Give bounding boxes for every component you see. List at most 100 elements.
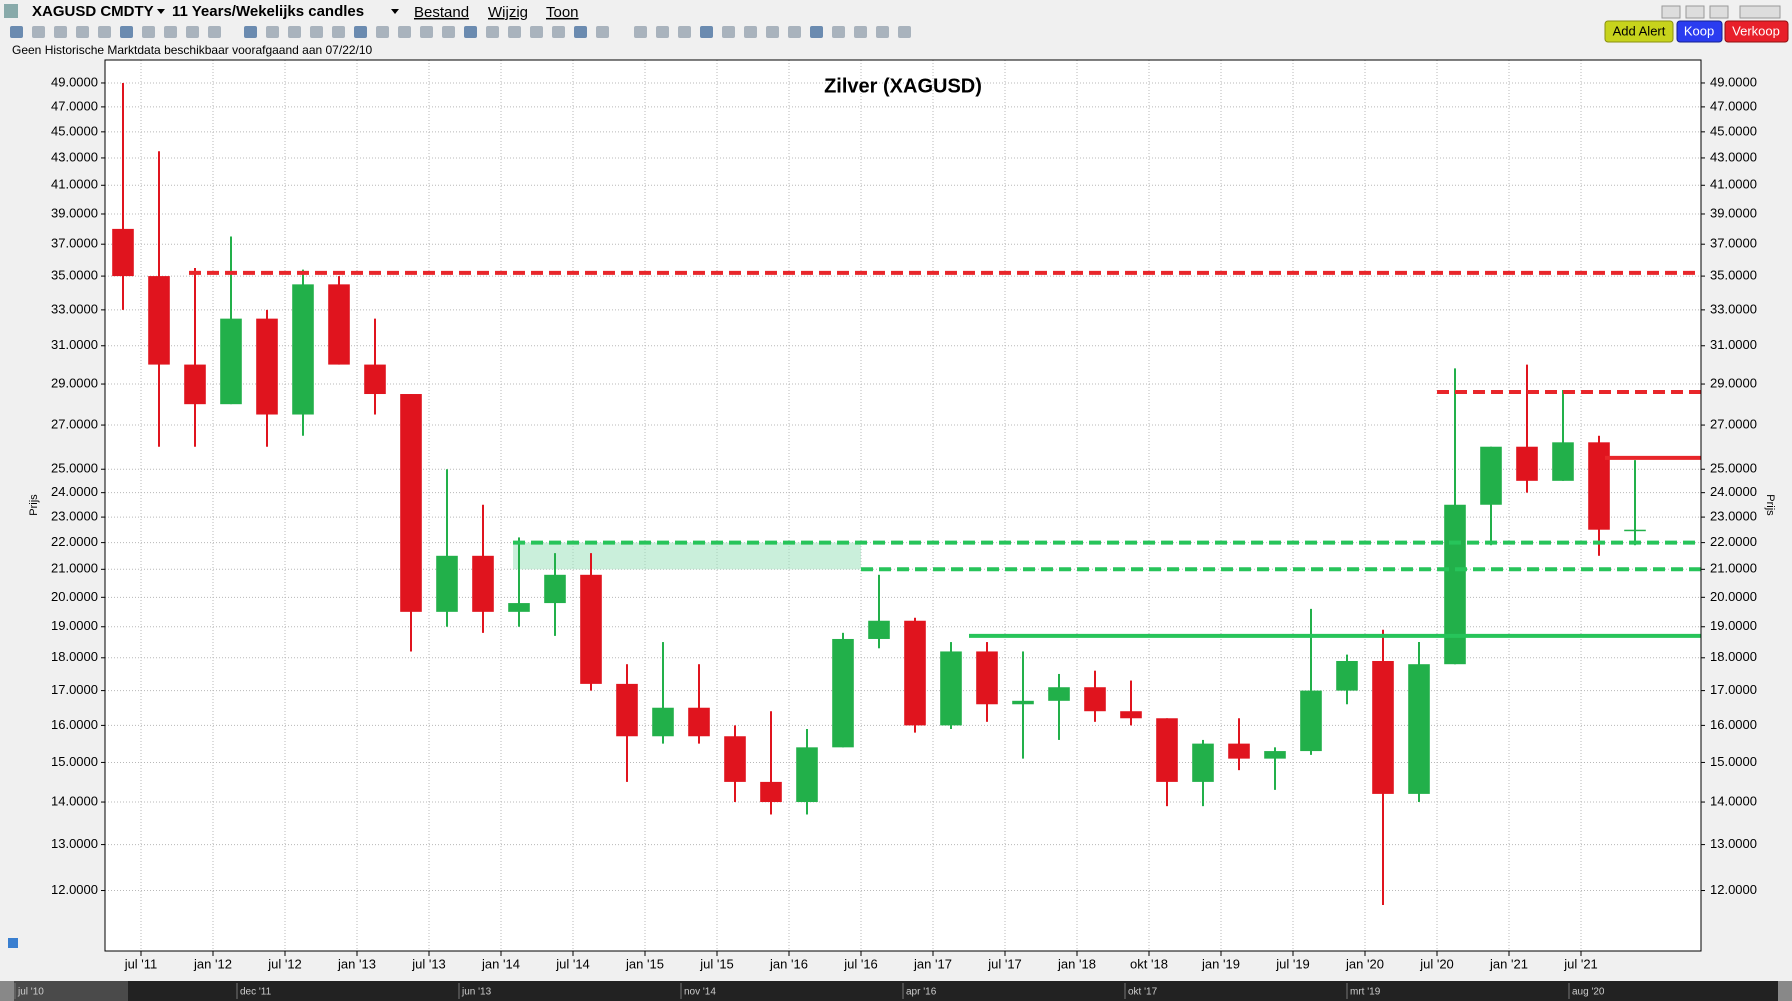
y-tick-label-right: 35.0000 [1710, 268, 1757, 283]
x-tick-label: jan '20 [1345, 956, 1384, 971]
window-button[interactable] [1685, 5, 1705, 19]
side-icon[interactable] [8, 938, 18, 948]
toolbar-icon [98, 26, 111, 38]
x-tick-label: jan '16 [769, 956, 808, 971]
navigator-label: nov '14 [684, 987, 716, 998]
y-tick-label-right: 15.0000 [1710, 754, 1757, 769]
candle-body [1156, 718, 1178, 782]
chart-title: Zilver (XAGUSD) [824, 75, 982, 97]
candle-body [1588, 442, 1610, 530]
navigator-handle[interactable] [1778, 981, 1792, 1001]
toolbar-icons [10, 26, 911, 38]
navigator-label: jul '10 [17, 987, 44, 998]
y-tick-label-right: 43.0000 [1710, 149, 1757, 164]
grid [105, 60, 1701, 951]
candle-body [1120, 711, 1142, 719]
toolbar-icon [508, 26, 521, 38]
y-tick-label: 43.0000 [51, 149, 98, 164]
candle-body [364, 364, 386, 395]
y-tick-label-right: 20.0000 [1710, 589, 1757, 604]
y-tick-label: 19.0000 [51, 618, 98, 633]
y-tick-label: 27.0000 [51, 416, 98, 431]
y-tick-label: 15.0000 [51, 754, 98, 769]
candle-body [148, 276, 170, 365]
add-alert-label[interactable]: Add Alert [1613, 23, 1666, 38]
candle-body [1624, 529, 1646, 532]
candle-body [616, 683, 638, 737]
candle-body [1084, 687, 1106, 712]
candle-body [292, 284, 314, 415]
window-button[interactable] [1709, 5, 1729, 19]
x-tick-label: jul '12 [267, 956, 302, 971]
candle-body [1336, 660, 1358, 691]
y-tick-label-right: 37.0000 [1710, 236, 1757, 251]
y-tick-label-right: 41.0000 [1710, 177, 1757, 192]
candle-body [688, 707, 710, 737]
navigator-label: aug '20 [1572, 987, 1605, 998]
navigator-label: okt '17 [1128, 987, 1158, 998]
candle-body [1192, 743, 1214, 782]
x-tick-label: jul '17 [987, 956, 1022, 971]
buy-button[interactable] [1676, 20, 1723, 43]
navigator-label: jun '13 [461, 987, 492, 998]
buy-label[interactable]: Koop [1684, 23, 1714, 38]
toolbar-icon [310, 26, 323, 38]
toolbar-icon [376, 26, 389, 38]
candle-body [184, 364, 206, 405]
y-tick-label: 16.0000 [51, 717, 98, 732]
toolbar-icon [486, 26, 499, 38]
toolbar-icon [788, 26, 801, 38]
y-tick-label: 41.0000 [51, 177, 98, 192]
x-tick-label: jan '15 [625, 956, 664, 971]
sell-button[interactable] [1724, 20, 1789, 43]
menu[interactable]: Wijzig [488, 4, 528, 21]
menu[interactable]: Toon [546, 4, 579, 21]
navigator-handle[interactable] [0, 981, 14, 1001]
toolbar-icon [120, 26, 133, 38]
y-tick-label: 33.0000 [51, 301, 98, 316]
y-tick-label-right: 27.0000 [1710, 416, 1757, 431]
y-tick-label: 31.0000 [51, 337, 98, 352]
menu[interactable]: Bestand [414, 4, 469, 21]
y-axis-label: Prijs [28, 494, 40, 516]
period[interactable]: 11 Years/Wekelijks candles [172, 3, 364, 20]
symbol[interactable]: XAGUSD CMDTY [32, 3, 154, 20]
window-button[interactable] [1661, 5, 1681, 19]
candle-body [112, 228, 134, 277]
toolbar-icon [574, 26, 587, 38]
candle-body [256, 318, 278, 415]
candle-body [1264, 751, 1286, 759]
toolbar-icon [420, 26, 433, 38]
x-tick-label: okt '18 [1130, 956, 1168, 971]
x-tick-label: jul '15 [699, 956, 734, 971]
toolbar-icon [854, 26, 867, 38]
sell-label[interactable]: Verkoop [1732, 23, 1780, 38]
dropdown-arrow[interactable] [157, 9, 165, 14]
y-tick-label-right: 12.0000 [1710, 882, 1757, 897]
toolbar-icon [766, 26, 779, 38]
y-tick-label: 49.0000 [51, 74, 98, 89]
y-tick-label-right: 39.0000 [1710, 205, 1757, 220]
y-tick-label: 21.0000 [51, 561, 98, 576]
x-tick-label: jul '20 [1419, 956, 1454, 971]
navigator-window[interactable] [128, 981, 1778, 1001]
x-tick-label: jan '19 [1201, 956, 1240, 971]
candle-body [652, 707, 674, 737]
candle-body [580, 574, 602, 684]
x-tick-label: jan '12 [193, 956, 232, 971]
support-zone [513, 542, 861, 570]
toolbar-icon [596, 26, 609, 38]
candle-body [868, 620, 890, 639]
y-tick-label-right: 16.0000 [1710, 717, 1757, 732]
candle-body [1012, 700, 1034, 705]
y-tick-label: 25.0000 [51, 461, 98, 476]
dropdown-arrow[interactable] [391, 9, 399, 14]
add-alert-button[interactable] [1604, 20, 1674, 43]
toolbar-icon [288, 26, 301, 38]
window-button[interactable] [1739, 5, 1781, 19]
candle-body [796, 747, 818, 803]
y-tick-label-right: 18.0000 [1710, 649, 1757, 664]
y-axis-label-right: Prijs [1764, 494, 1776, 516]
y-tick-label: 23.0000 [51, 509, 98, 524]
